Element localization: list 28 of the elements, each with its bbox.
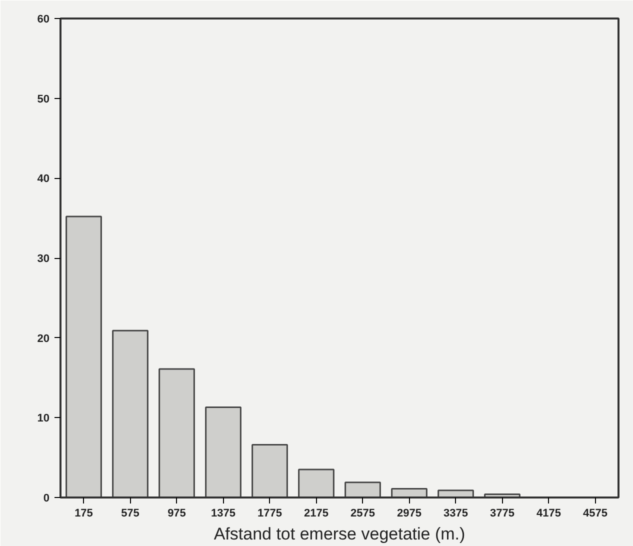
y-tick-label: 60	[37, 14, 50, 26]
x-tick-label: 3375	[444, 508, 468, 520]
x-tick-label: 4575	[583, 508, 608, 520]
x-tick-label: 3775	[490, 508, 514, 520]
x-axis-title: Afstand tot emerse vegetatie (m.)	[214, 524, 466, 544]
bar	[252, 444, 288, 498]
bar	[298, 468, 334, 498]
y-tick-label: 30	[37, 253, 50, 265]
bar	[344, 482, 381, 498]
y-tick-label: 0	[43, 492, 50, 504]
x-tick-label: 4175	[536, 508, 561, 520]
bar	[391, 488, 428, 498]
x-tick-label: 1375	[211, 508, 236, 520]
y-tick-label: 40	[37, 173, 50, 186]
y-tick-label: 50	[37, 93, 50, 106]
x-tick-label: 2175	[304, 508, 328, 520]
x-tick-label: 575	[121, 508, 140, 520]
x-tick-label: 975	[168, 508, 186, 520]
y-tick-label: 20	[37, 332, 50, 345]
bar	[205, 406, 242, 498]
x-tick-label: 1775	[258, 508, 282, 520]
x-tick-label: 2575	[350, 508, 375, 520]
bar	[66, 216, 102, 498]
x-tick-label: 175	[74, 508, 93, 520]
bar	[158, 368, 195, 498]
bar	[112, 330, 148, 498]
y-tick-label: 10	[37, 412, 50, 425]
x-tick-label: 2975	[397, 508, 422, 520]
